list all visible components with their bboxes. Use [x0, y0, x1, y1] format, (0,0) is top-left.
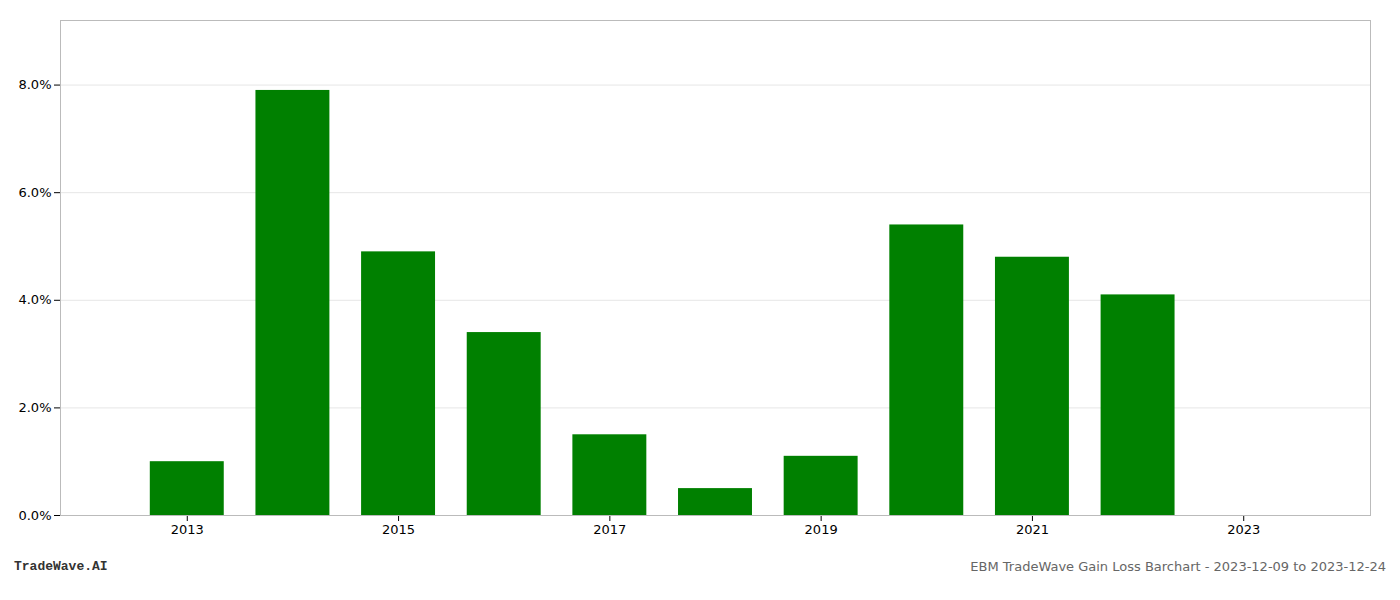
html-text:TradeWave.AI: TradeWave.AI [14, 559, 108, 574]
svg-text:2013: 2013 [171, 522, 204, 537]
svg-text:2019: 2019 [805, 522, 838, 537]
html-text:EBM TradeWave Gain Loss Barcha: EBM TradeWave Gain Loss Barchart - 2023-… [970, 559, 1386, 574]
svg-text:6.0%: 6.0% [18, 185, 51, 200]
svg-text:2017: 2017 [593, 522, 626, 537]
svg-text:4.0%: 4.0% [18, 292, 51, 307]
svg-text:8.0%: 8.0% [18, 77, 51, 92]
svg-text:2.0%: 2.0% [18, 400, 51, 415]
svg-text:0.0%: 0.0% [18, 508, 51, 523]
svg-text:2015: 2015 [382, 522, 415, 537]
svg-text:2021: 2021 [1016, 522, 1049, 537]
svg-text:2023: 2023 [1227, 522, 1260, 537]
